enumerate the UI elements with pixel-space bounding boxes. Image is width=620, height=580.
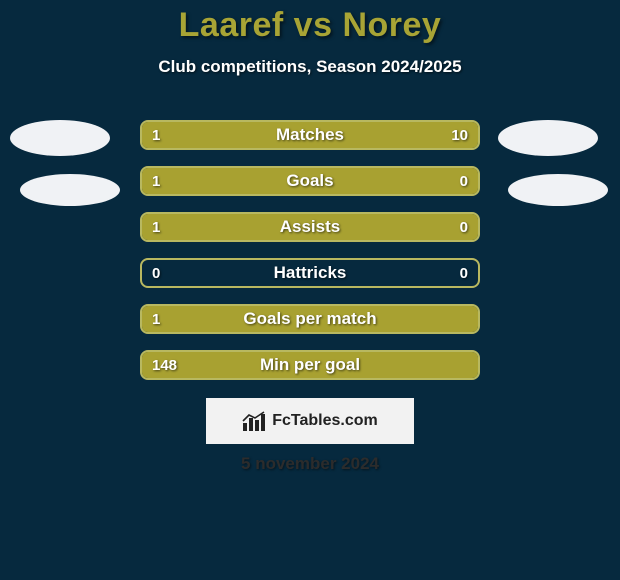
stat-bar-label: Assists — [142, 214, 478, 240]
stat-bar-label: Hattricks — [142, 260, 478, 286]
vs-separator: vs — [294, 6, 333, 44]
stat-bar-label: Goals per match — [142, 306, 478, 332]
comparison-infographic: Laaref vs Norey Club competitions, Seaso… — [0, 0, 620, 580]
player-b-name: Norey — [342, 6, 441, 44]
stat-bar-row: Goals1 0 — [140, 166, 480, 196]
subtitle: Club competitions, Season 2024/2025 — [0, 57, 620, 77]
page-title: Laaref vs Norey — [0, 0, 620, 45]
stat-bar-row: Goals per match1 — [140, 304, 480, 334]
decorative-ellipse — [20, 174, 120, 206]
brand-chart-icon — [242, 411, 266, 431]
footer-date: 5 november 2024 — [0, 454, 620, 474]
brand-text: FcTables.com — [272, 412, 378, 430]
stat-bar-label: Matches — [142, 122, 478, 148]
decorative-ellipse — [508, 174, 608, 206]
decorative-ellipse — [498, 120, 598, 156]
stat-bar-right-value: 10 — [441, 122, 478, 148]
stat-bar-left-value: 1 — [142, 306, 170, 332]
stat-bar-right-value: 0 — [450, 168, 478, 194]
stat-bar-label: Min per goal — [142, 352, 478, 378]
decorative-ellipse — [10, 120, 110, 156]
stat-bars: Matches110Goals10Assists10Hattricks00Goa… — [140, 120, 480, 396]
brand-badge: FcTables.com — [206, 398, 414, 444]
stat-bar-row: Assists1 0 — [140, 212, 480, 242]
stat-bar-row: Min per goal148 — [140, 350, 480, 380]
stat-bar-left-value: 1 — [142, 122, 170, 148]
stat-bar-left-value: 1 — [142, 214, 170, 240]
stat-bar-left-value: 1 — [142, 168, 170, 194]
player-a-name: Laaref — [179, 6, 284, 44]
stat-bar-row: Hattricks0 0 — [140, 258, 480, 288]
stat-bar-label: Goals — [142, 168, 478, 194]
stat-bar-row: Matches1 10 — [140, 120, 480, 150]
stat-bar-right-value: 0 — [450, 214, 478, 240]
stat-bar-right-value: 0 — [450, 260, 478, 286]
stat-bar-left-value: 148 — [142, 352, 187, 378]
stat-bar-left-value: 0 — [142, 260, 170, 286]
